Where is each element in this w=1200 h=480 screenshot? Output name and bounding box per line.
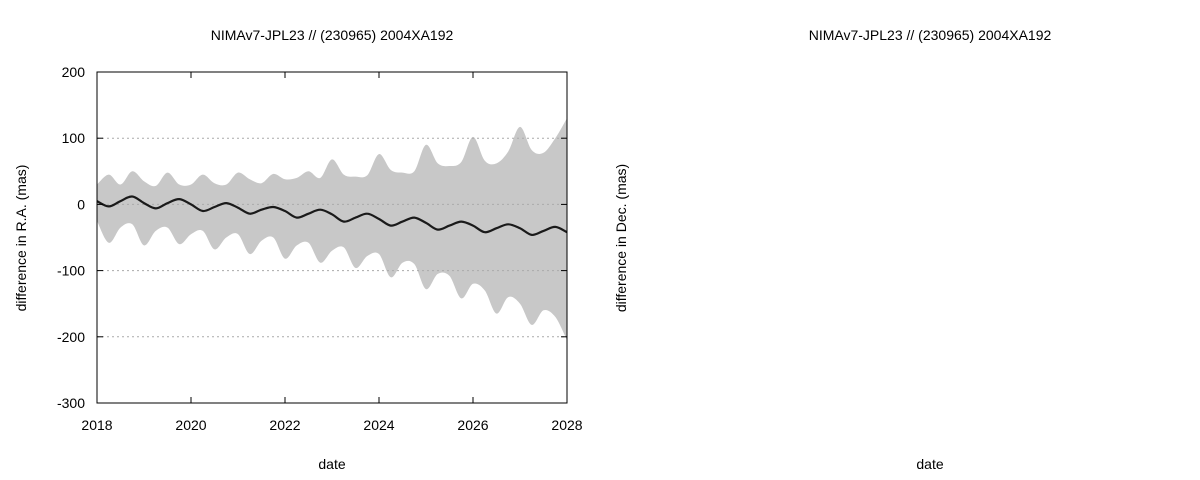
plot-frame [96, 71, 568, 404]
y-axis-label: difference in R.A. (mas) [13, 165, 29, 312]
chart-title: NIMAv7-JPL23 // (230965) 2004XA192 [211, 27, 454, 43]
y-axis-label: difference in Dec. (mas) [613, 164, 629, 312]
x-tick-label: 2022 [269, 417, 300, 433]
y-tick-label: 100 [62, 130, 86, 146]
x-tick-label: 2018 [81, 417, 112, 433]
chart-dec-difference: NIMAv7-JPL23 // (230965) 2004XA192 -200-… [613, 27, 1052, 472]
x-tick-label: 2026 [457, 417, 488, 433]
y-tick-label: 0 [77, 196, 85, 212]
chart-ra-difference: NIMAv7-JPL23 // (230965) 2004XA192 -300 -… [13, 27, 583, 472]
x-axis-label: date [318, 456, 345, 472]
y-tick-label: -200 [57, 329, 85, 345]
x-tick-label: 2024 [363, 417, 394, 433]
uncertainty-band [97, 118, 567, 341]
y-tick-label: -300 [57, 395, 85, 411]
y-tick-label: -100 [57, 263, 85, 279]
y-tick-label: 200 [62, 64, 86, 80]
x-tick-label: 2020 [175, 417, 206, 433]
x-tick-label: 2028 [551, 417, 582, 433]
x-axis-label: date [916, 456, 943, 472]
difference-line [96, 195, 568, 237]
chart-title: NIMAv7-JPL23 // (230965) 2004XA192 [809, 27, 1052, 43]
